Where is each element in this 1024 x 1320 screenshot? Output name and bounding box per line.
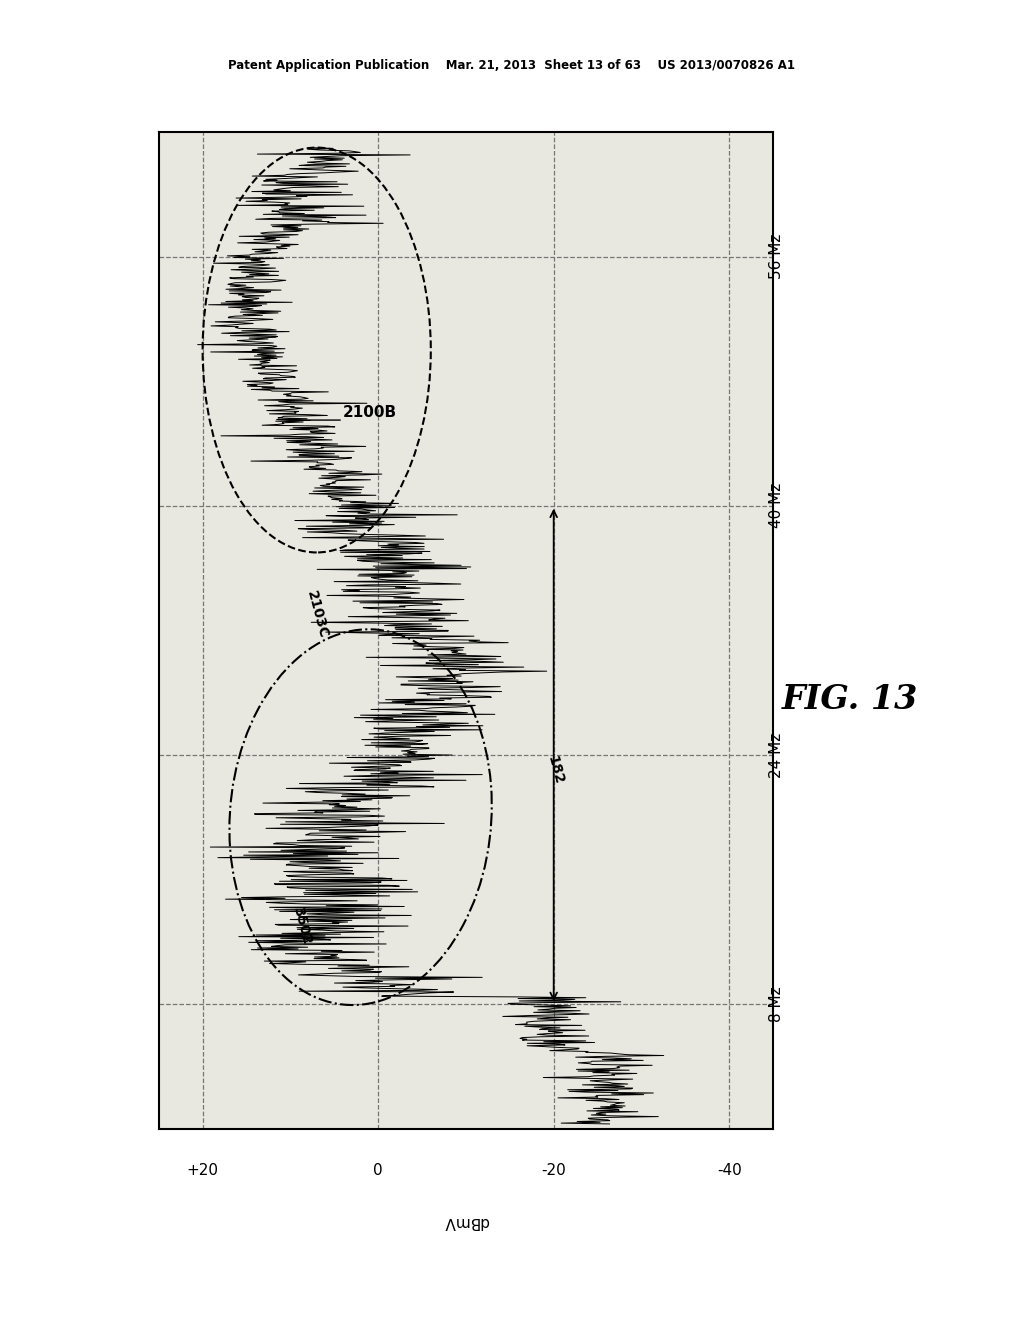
Text: -40: -40 — [717, 1163, 741, 1177]
Text: 0: 0 — [374, 1163, 383, 1177]
Text: FIG. 13: FIG. 13 — [781, 684, 919, 715]
Text: 56 Mz: 56 Mz — [769, 234, 783, 280]
Text: 2103C: 2103C — [303, 589, 330, 640]
Text: 3502: 3502 — [291, 906, 314, 946]
Text: 182: 182 — [545, 755, 566, 787]
Text: +20: +20 — [186, 1163, 218, 1177]
Text: 2100B: 2100B — [343, 405, 397, 420]
Text: 24 Mz: 24 Mz — [769, 733, 783, 777]
Text: -20: -20 — [542, 1163, 566, 1177]
Text: 8 Mz: 8 Mz — [769, 986, 783, 1022]
Text: Patent Application Publication    Mar. 21, 2013  Sheet 13 of 63    US 2013/00708: Patent Application Publication Mar. 21, … — [228, 59, 796, 73]
Text: dBmV: dBmV — [443, 1214, 488, 1229]
Text: 40 Mz: 40 Mz — [769, 483, 783, 528]
